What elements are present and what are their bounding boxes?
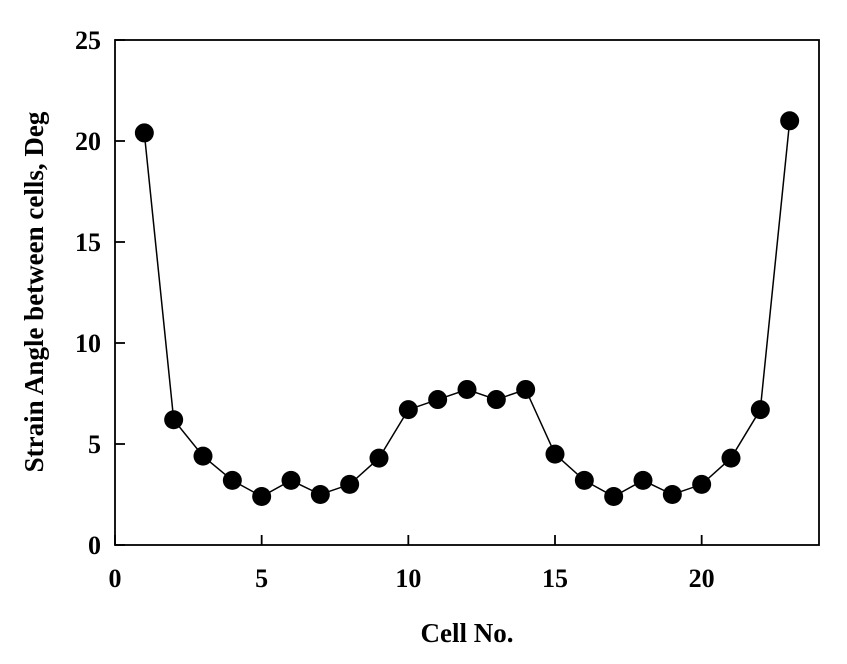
data-point (604, 487, 624, 507)
data-point (662, 485, 682, 504)
data-point (574, 470, 594, 490)
data-point (486, 390, 506, 410)
data-point (252, 487, 272, 507)
data-point (369, 448, 389, 468)
series-line (143, 120, 791, 498)
y-tick-label: 10 (75, 329, 101, 358)
y-tick-label: 20 (75, 127, 101, 156)
data-point (428, 390, 448, 410)
x-tick-label: 0 (109, 564, 122, 593)
x-tick-label: 15 (542, 564, 568, 593)
y-tick-label: 15 (75, 228, 101, 257)
data-point (721, 448, 741, 468)
data-point (545, 444, 565, 464)
data-point (692, 474, 712, 494)
x-tick-label: 10 (395, 564, 421, 593)
data-point (281, 470, 301, 490)
data-point (457, 379, 477, 399)
data-point (134, 123, 154, 143)
x-axis-ticks: 0 5 10 15 20 (109, 535, 715, 593)
plot-frame (114, 39, 820, 546)
data-point (222, 470, 242, 490)
data-point (750, 400, 770, 420)
data-points (134, 111, 800, 507)
data-point (780, 111, 800, 131)
data-point (633, 470, 653, 490)
y-tick-label: 5 (88, 430, 101, 459)
data-point (193, 446, 213, 466)
y-tick-label: 0 (88, 531, 101, 560)
data-point (164, 410, 184, 430)
y-tick-label: 25 (75, 26, 101, 55)
data-point (310, 485, 330, 504)
x-tick-label: 20 (689, 564, 715, 593)
y-axis-title: Strain Angle between cells, Deg (19, 111, 49, 472)
x-axis-title: Cell No. (421, 618, 514, 648)
data-point (516, 379, 536, 399)
data-point (398, 400, 418, 420)
y-axis-ticks: 0 5 10 15 20 25 (75, 26, 125, 560)
data-point (340, 474, 360, 494)
x-tick-label: 5 (255, 564, 268, 593)
